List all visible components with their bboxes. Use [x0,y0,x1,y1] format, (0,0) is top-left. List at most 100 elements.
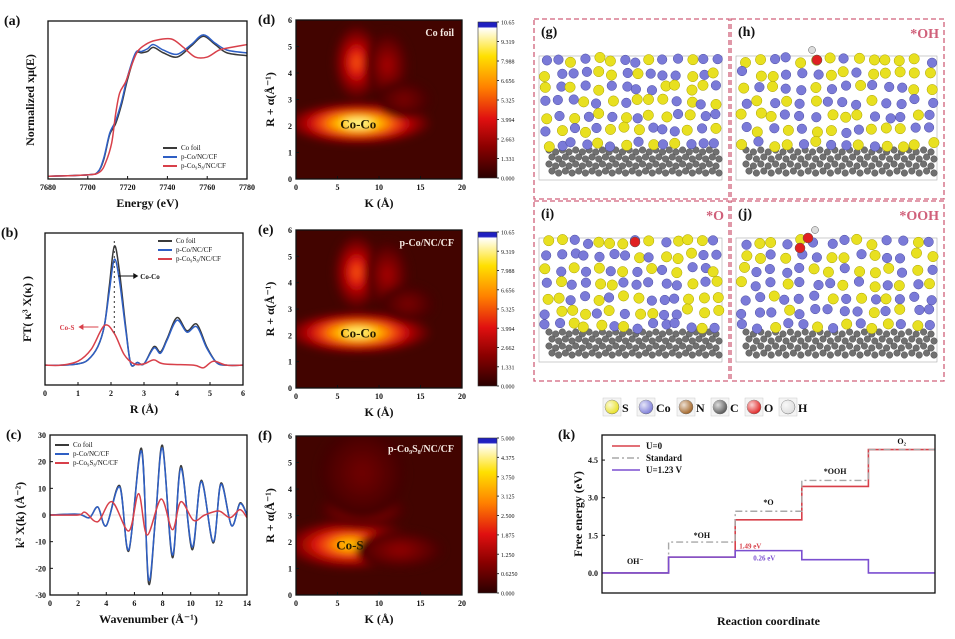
carbon-atom [692,342,700,350]
carbon-atom [601,349,609,357]
carbon-atom [688,169,696,177]
cobalt-atom [603,292,615,303]
carbon-atom [618,344,626,352]
carbon-atom [797,351,805,359]
cell-box [538,55,723,181]
sulfur-atom [780,252,792,264]
cobalt-atom [657,54,668,65]
carbon-atom [834,153,842,161]
carbon-atom [742,160,750,168]
carbon-atom [794,330,802,338]
legend-entry: Co foil [73,441,93,449]
heatmap-field [296,234,436,354]
sulfur-atom [687,278,699,290]
carbon-atom [812,155,820,163]
carbon-atom [846,160,854,168]
carbon-atom [699,344,707,352]
carbon-atom [652,328,660,336]
carbon-atom [615,349,623,357]
sulfur-atom [810,82,822,93]
carbon-atom [598,342,606,350]
carbon-atom [752,351,760,359]
carbon-atom [900,337,908,345]
carbon-atom [588,349,596,357]
heatmap-peak [354,463,371,483]
carbon-atom [561,153,569,161]
cobalt-atom [583,238,594,249]
carbon-atom [853,344,861,352]
carbon-atom [548,349,556,357]
carbon-atom [878,349,886,357]
carbon-atom [789,153,797,161]
x-tick-label: 20 [458,392,466,401]
carbon-atom [679,146,687,154]
oxygen-atom [811,54,823,66]
heatmap-title: Co foil [425,28,454,39]
cobalt-atom [661,237,672,248]
sulfur-atom [795,57,807,69]
carbon-atom [695,335,703,343]
carbon-atom [786,342,794,350]
sulfur-atom [808,263,820,275]
sulfur-atom [542,293,554,305]
x-tick-label: 20 [458,183,466,192]
colorbar-label: 2.663 [501,138,515,144]
carbon-atom [665,328,673,336]
heatmap-peak [383,267,392,282]
cobalt-atom [708,138,719,149]
sulfur-atom [854,52,865,64]
cobalt-atom [753,136,764,147]
carbon-atom [868,162,876,170]
cobalt-atom [885,113,896,124]
sulfur-atom [681,124,693,136]
carbon-atom [588,167,596,175]
carbon-atom [801,342,809,350]
cobalt-atom [783,318,794,329]
sulfur-atom [539,71,550,83]
carbon-atom [645,344,653,352]
series-step-1 [602,448,935,574]
carbon-atom [863,349,871,357]
sulfur-atom [643,235,655,247]
carbon-atom [878,153,886,161]
sulfur-atom [883,262,895,274]
panel-label: (j) [738,207,752,222]
sulfur-atom [634,252,646,264]
cobalt-atom [926,57,938,68]
carbon-atom [702,155,710,163]
sulfur-atom [569,113,581,124]
cobalt-atom [710,80,721,91]
x-tick-label: 4 [104,599,108,608]
cobalt-atom [909,291,920,302]
cobalt-atom [671,96,682,107]
heatmap-field [296,436,444,570]
y-tick-label: 4 [288,279,292,288]
cobalt-atom [894,294,905,305]
carbon-atom [930,351,938,359]
heatmap-peak [383,57,392,73]
sulfur-atom [894,303,906,315]
hydrogen-atom [811,226,819,234]
carbon-atom [588,153,596,161]
cobalt-atom [926,295,937,306]
carbon-atom [923,349,931,357]
carbon-atom [804,335,812,343]
carbon-atom [745,349,753,357]
cobalt-atom [770,54,781,65]
carbon-atom [816,342,824,350]
carbon-atom [794,162,802,170]
panel-e: (e) 0 5 10 15 20 0 1 2 3 4 5 6 K (Å) R + α(Å⁻¹) Co-Co p-… [258,223,515,419]
carbon-atom [794,148,802,156]
carbon-atom [662,155,670,163]
cobalt-atom [752,323,763,334]
cobalt-atom [851,99,862,110]
series-line-2 [49,492,248,536]
sulfur-atom [851,109,863,121]
sulfur-atom [617,266,629,278]
cobalt-atom [580,80,591,91]
carbon-atom [779,162,787,170]
carbon-atom [875,160,883,168]
carbon-atom [797,155,805,163]
carbon-atom [595,351,603,359]
colorbar-label: 5.325 [501,308,515,314]
